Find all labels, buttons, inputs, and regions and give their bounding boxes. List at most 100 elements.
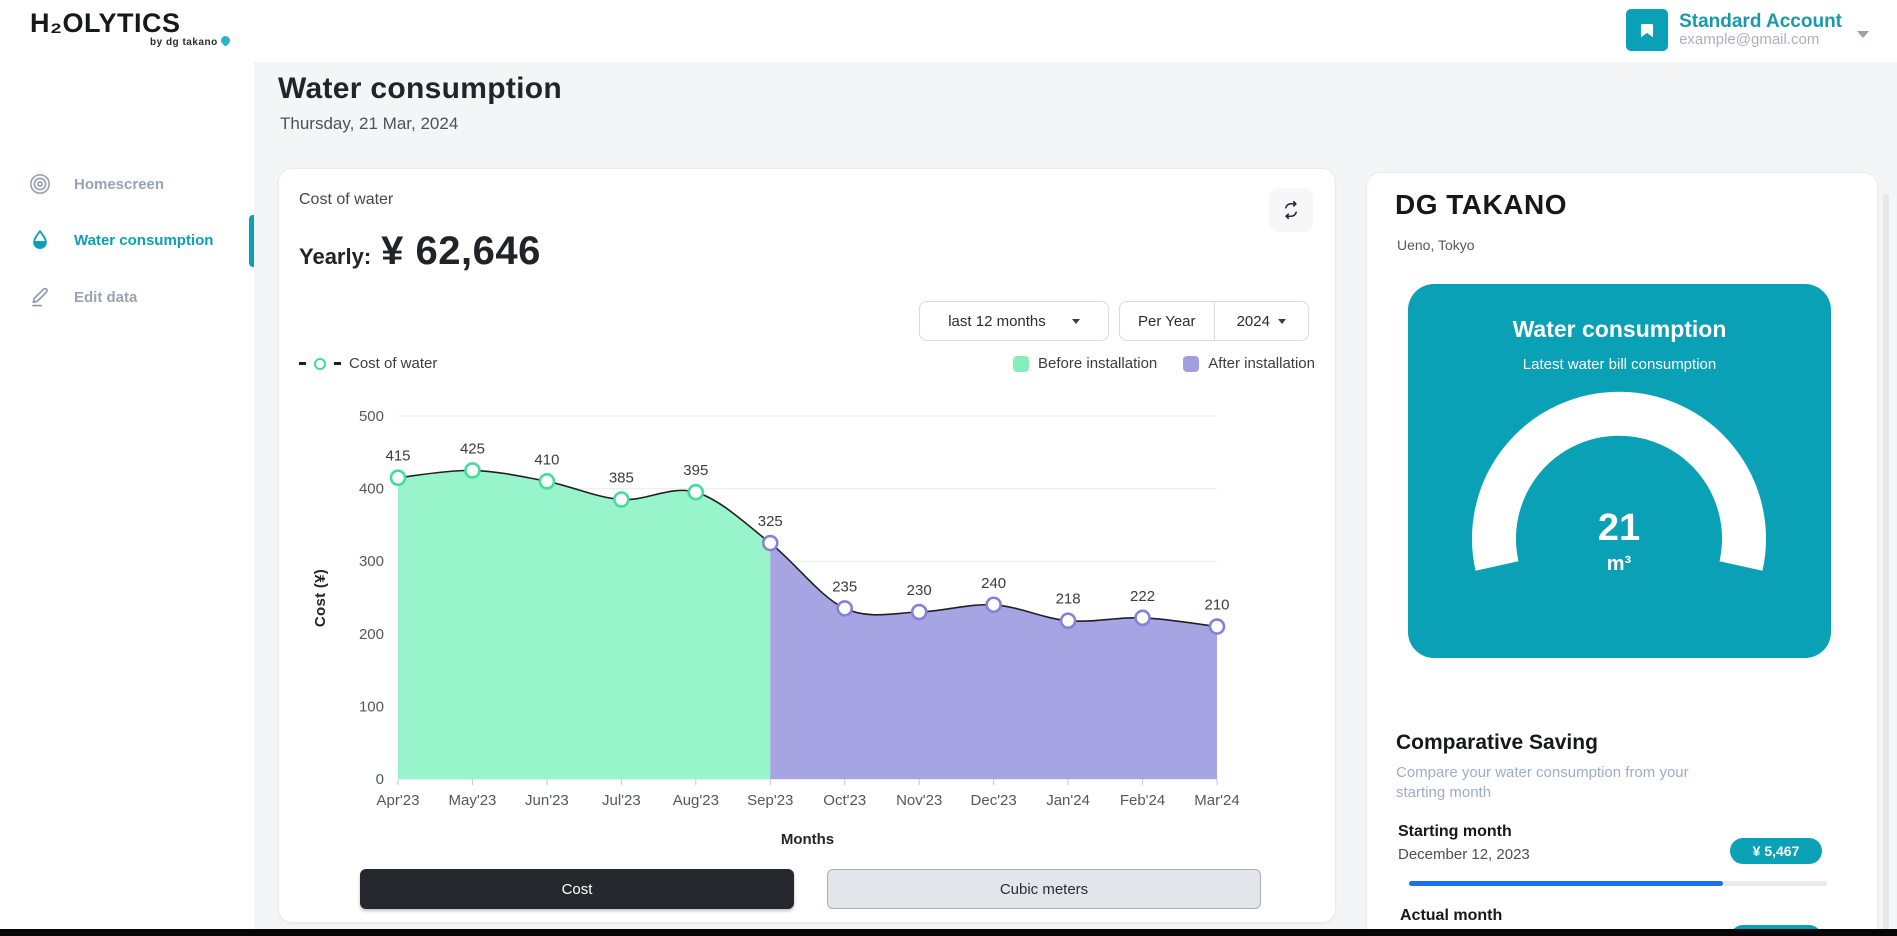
svg-text:Sep'23: Sep'23 [747,792,793,809]
svg-text:385: 385 [609,469,634,486]
svg-text:Nov'23: Nov'23 [896,792,942,809]
starting-month-date: December 12, 2023 [1398,846,1530,863]
sidebar-item-label: Water consumption [74,231,214,249]
cost-tab-button[interactable]: Cost [360,869,794,909]
svg-text:Mar'24: Mar'24 [1194,792,1239,809]
svg-text:235: 235 [832,578,857,595]
legend-dash [334,362,341,365]
main-content: Water consumption Thursday, 21 Mar, 2024… [254,62,1897,936]
cost-chart: 0 100 200 300 400 500 Apr'23 May'23 Jun'23 Jul'23… [312,408,1240,809]
range-select[interactable]: last 12 months [919,301,1109,341]
legend-cost-of-water: Cost of water [299,355,437,372]
year-select[interactable]: 2024 [1215,302,1309,340]
svg-text:Aug'23: Aug'23 [673,792,719,809]
legend-label: After installation [1208,355,1315,372]
svg-text:Jul'23: Jul'23 [602,792,641,809]
active-item-indicator [249,215,254,267]
svg-text:410: 410 [534,451,559,468]
svg-text:Oct'23: Oct'23 [823,792,866,809]
comparative-saving-subtitle: Compare your water consumption from your… [1396,764,1689,802]
year-select-value: 2024 [1236,312,1270,330]
svg-text:0: 0 [376,771,384,788]
comparative-saving-title: Comparative Saving [1396,731,1598,754]
svg-text:325: 325 [758,513,783,530]
svg-text:425: 425 [460,440,485,457]
gauge-subtitle: Latest water bill consumption [1522,356,1717,373]
yearly-label: Yearly: [299,244,372,269]
chart-legend: Cost of water Before installation After … [299,355,1315,372]
site-info-card: DG TAKANO Ueno, Tokyo Water consumption … [1366,172,1878,936]
green-swatch-icon [1013,355,1030,372]
vertical-scrollbar[interactable] [1883,194,1889,936]
target-icon [29,173,51,195]
starting-month-amount-badge[interactable]: ¥ 5,467 [1730,838,1822,864]
byline-text: by dg takano [150,37,218,48]
refresh-icon [1284,200,1298,220]
svg-text:Jun'23: Jun'23 [525,792,569,809]
gauge-arc: 21 m³ [1472,391,1766,575]
sidebar-item-water-consumption[interactable]: Water consumption [0,217,254,263]
account-texts: Standard Account example@gmail.com [1679,10,1842,49]
account-email: example@gmail.com [1679,31,1820,49]
logo-byline: by dg takano [150,33,232,48]
svg-text:Dec'23: Dec'23 [971,792,1017,809]
legend-label: Before installation [1038,355,1158,372]
cost-of-water-card: Cost of water Yearly: ¥ 62,646 last 12 m… [278,168,1336,923]
yearly-total: Yearly: ¥ 62,646 [299,229,541,274]
chevron-down-icon[interactable] [1857,30,1869,38]
svg-text:May'23: May'23 [449,792,497,809]
top-header: H₂OLYTICS by dg takano Standard Account … [0,0,1897,62]
svg-text:222: 222 [1130,588,1155,605]
site-name: DG TAKANO [1395,189,1567,220]
x-axis-title: Months [780,831,835,848]
starting-month-label: Starting month [1398,823,1512,840]
svg-text:Cost (¥): Cost (¥) [312,569,329,627]
purple-swatch-icon [1183,355,1200,372]
range-select-value: last 12 months [948,312,1046,330]
saving-progress-track [1409,881,1827,886]
svg-text:210: 210 [1204,597,1229,614]
sidebar-item-homescreen[interactable]: Homescreen [0,161,254,207]
window-bottom-edge [0,929,1897,936]
caret-down-icon [1071,318,1080,324]
saving-progress-fill [1409,881,1723,886]
yearly-value: ¥ 62,646 [381,229,541,273]
sidebar: Homescreen Water consumption Edit data [0,62,254,936]
svg-text:Feb'24: Feb'24 [1120,792,1165,809]
card-title: Cost of water [299,191,394,208]
pencil-icon [32,287,48,307]
sidebar-item-edit-data[interactable]: Edit data [0,274,254,320]
svg-text:230: 230 [907,582,932,599]
legend-after-installation: After installation [1183,355,1315,372]
svg-text:100: 100 [359,698,384,715]
year-select-group[interactable]: Per Year 2024 [1119,301,1309,341]
caret-down-icon [1277,318,1286,324]
sidebar-item-label: Edit data [74,288,138,306]
water-drop-icon [33,229,47,249]
period-label: Per Year [1120,302,1215,340]
account-menu[interactable]: Standard Account example@gmail.com [1626,9,1869,51]
page-date: Thursday, 21 Mar, 2024 [280,114,459,133]
sidebar-item-label: Homescreen [74,175,165,193]
svg-text:Apr'23: Apr'23 [377,792,420,809]
logo-text: H₂OLYTICS [30,8,181,38]
refresh-button[interactable] [1269,188,1313,232]
cubic-meters-tab-button[interactable]: Cubic meters [827,869,1261,909]
svg-text:218: 218 [1056,591,1081,608]
gauge-title: Water consumption [1512,316,1727,342]
actual-month-label: Actual month [1400,907,1503,924]
svg-text:415: 415 [385,448,410,465]
svg-text:Jan'24: Jan'24 [1046,792,1090,809]
legend-label: Cost of water [349,355,438,372]
svg-text:200: 200 [359,626,384,643]
page-title: Water consumption [278,72,562,105]
svg-text:240: 240 [981,575,1006,592]
account-badge-icon [1626,9,1669,51]
legend-areas: Before installation After installation [1013,355,1315,372]
svg-text:400: 400 [359,481,384,498]
account-name: Standard Account [1679,10,1842,32]
legend-marker-icon [314,357,326,370]
svg-text:300: 300 [359,553,384,570]
gauge-value: 21 [1598,507,1640,549]
